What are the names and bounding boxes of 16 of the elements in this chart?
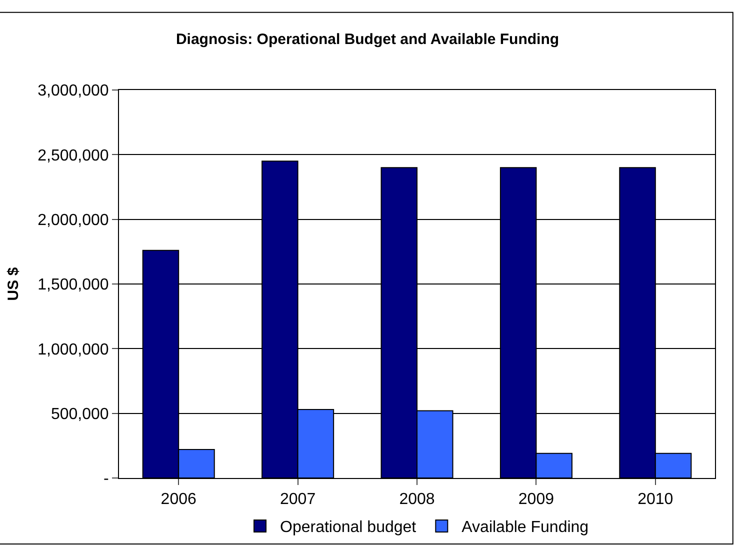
y-tick-label: 3,000,000 bbox=[38, 82, 109, 100]
legend-label: Operational budget bbox=[280, 519, 417, 536]
y-tick-label: 1,000,000 bbox=[38, 341, 109, 358]
legend-label: Available Funding bbox=[462, 519, 589, 536]
y-axis-title: US $ bbox=[4, 266, 22, 301]
y-tick-label: 500,000 bbox=[50, 406, 109, 423]
y-tick-label: 2,000,000 bbox=[38, 212, 109, 229]
chart-title: Diagnosis: Operational Budget and Available Funding bbox=[176, 30, 560, 48]
x-tick-label: 2006 bbox=[160, 491, 196, 508]
x-tick-label: 2009 bbox=[518, 491, 554, 508]
y-tick-label: - bbox=[103, 470, 109, 488]
x-tick-label: 2008 bbox=[399, 491, 435, 508]
x-tick-label: 2010 bbox=[638, 491, 674, 508]
y-tick-label: 1,500,000 bbox=[38, 276, 109, 294]
y-tick-label: 2,500,000 bbox=[38, 147, 109, 164]
x-tick-label: 2007 bbox=[280, 491, 316, 508]
